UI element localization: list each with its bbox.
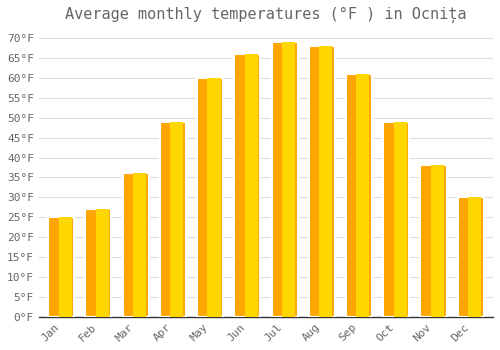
- Bar: [48, 217, 74, 317]
- Bar: [122, 174, 148, 317]
- Bar: [234, 54, 260, 317]
- Bar: [208, 78, 220, 317]
- Bar: [170, 122, 183, 317]
- Bar: [58, 217, 71, 317]
- Bar: [356, 74, 370, 317]
- Bar: [272, 42, 297, 317]
- Bar: [96, 209, 109, 317]
- Bar: [394, 122, 406, 317]
- Bar: [346, 74, 372, 317]
- Bar: [383, 122, 409, 317]
- Bar: [160, 122, 186, 317]
- Bar: [431, 166, 444, 317]
- Title: Average monthly temperatures (°F ) in Ocnița: Average monthly temperatures (°F ) in Oc…: [65, 7, 466, 23]
- Bar: [308, 46, 335, 317]
- Bar: [319, 46, 332, 317]
- Bar: [197, 78, 223, 317]
- Bar: [420, 166, 446, 317]
- Bar: [458, 197, 483, 317]
- Bar: [133, 174, 146, 317]
- Bar: [244, 54, 258, 317]
- Bar: [468, 197, 481, 317]
- Bar: [282, 42, 295, 317]
- Bar: [86, 209, 112, 317]
